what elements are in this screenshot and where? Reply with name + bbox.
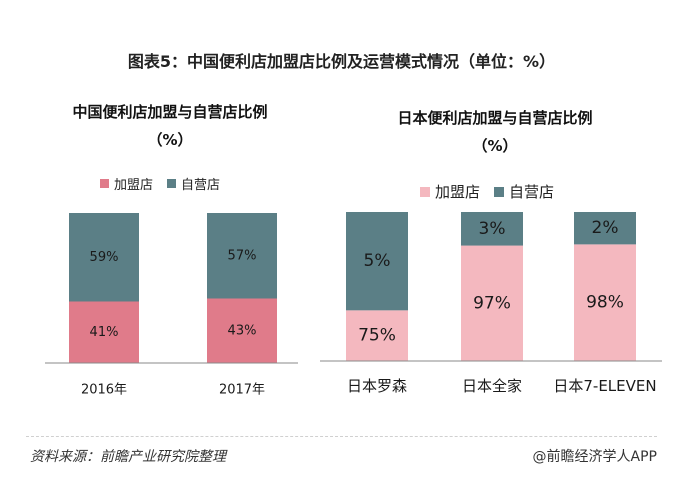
- bar-franchise-1-2: [574, 244, 636, 361]
- legend-label-franchise: 加盟店: [114, 178, 154, 193]
- footer-source: 资料来源：前瞻产业研究院整理: [30, 449, 226, 465]
- left-chart-title-block: 中国便利店加盟与自营店比例 （%）: [40, 98, 300, 154]
- right-legend: 加盟店 自营店: [420, 181, 568, 202]
- figure-title: 图表5：中国便利店加盟店比例及运营模式情况（单位：%）: [127, 52, 556, 71]
- legend-swatch-franchise-light: [420, 186, 430, 197]
- data-label-franchise-1-1: 97%: [473, 293, 511, 313]
- right-chart-title-block: 日本便利店加盟与自营店比例 （%）: [345, 104, 645, 160]
- left-legend-franchise: 加盟店: [100, 174, 153, 193]
- data-label-self-run-0-1: 57%: [228, 248, 257, 263]
- x-tick-label-0-0: 2016年: [81, 383, 127, 398]
- data-label-franchise-1-2: 98%: [586, 293, 624, 313]
- data-label-franchise-0-0: 41%: [90, 325, 119, 340]
- data-label-self-run-1-1: 3%: [479, 219, 506, 239]
- bar-self-run-0-0: [69, 213, 139, 302]
- bar-franchise-1-1: [461, 245, 523, 361]
- legend-swatch-franchise: [100, 179, 109, 188]
- legend-swatch-self-run-right: [494, 186, 505, 197]
- footer-divider: [26, 436, 657, 437]
- legend-swatch-self-run: [167, 179, 177, 188]
- x-tick-label-1-0: 日本罗森: [347, 377, 407, 395]
- right-chart-unit: （%）: [472, 137, 518, 155]
- data-label-self-run-0-0: 59%: [90, 250, 119, 265]
- bar-franchise-1-0: [346, 310, 408, 361]
- data-label-self-run-1-0: 5%: [364, 251, 391, 271]
- bar-self-run-0-1: [207, 213, 277, 299]
- left-chart-title: 中国便利店加盟与自营店比例: [72, 103, 268, 121]
- left-chart-unit: （%）: [147, 131, 193, 149]
- x-tick-label-1-2: 日本7-ELEVEN: [553, 377, 656, 395]
- bar-franchise-0-0: [69, 301, 139, 363]
- legend-label-franchise-right: 加盟店: [435, 183, 481, 201]
- right-legend-self-run: 自营店: [494, 181, 554, 202]
- data-label-self-run-1-2: 2%: [592, 218, 619, 238]
- legend-label-self-run-right: 自营店: [509, 183, 555, 201]
- x-tick-label-1-1: 日本全家: [462, 377, 522, 395]
- bar-franchise-0-1: [207, 298, 277, 363]
- right-legend-franchise: 加盟店: [420, 181, 480, 202]
- bar-self-run-1-1: [461, 212, 523, 246]
- legend-label-self-run: 自营店: [181, 178, 221, 193]
- left-legend: 加盟店 自营店: [100, 174, 234, 193]
- right-chart-title: 日本便利店加盟与自营店比例: [397, 109, 593, 127]
- footer-brand: @前瞻经济学人APP: [532, 449, 657, 465]
- x-tick-label-0-1: 2017年: [219, 383, 265, 398]
- bar-self-run-1-0: [346, 212, 408, 311]
- data-label-franchise-1-0: 75%: [358, 326, 396, 346]
- left-legend-self-run: 自营店: [167, 174, 220, 193]
- data-label-franchise-0-1: 43%: [228, 323, 257, 338]
- bar-self-run-1-2: [574, 212, 636, 245]
